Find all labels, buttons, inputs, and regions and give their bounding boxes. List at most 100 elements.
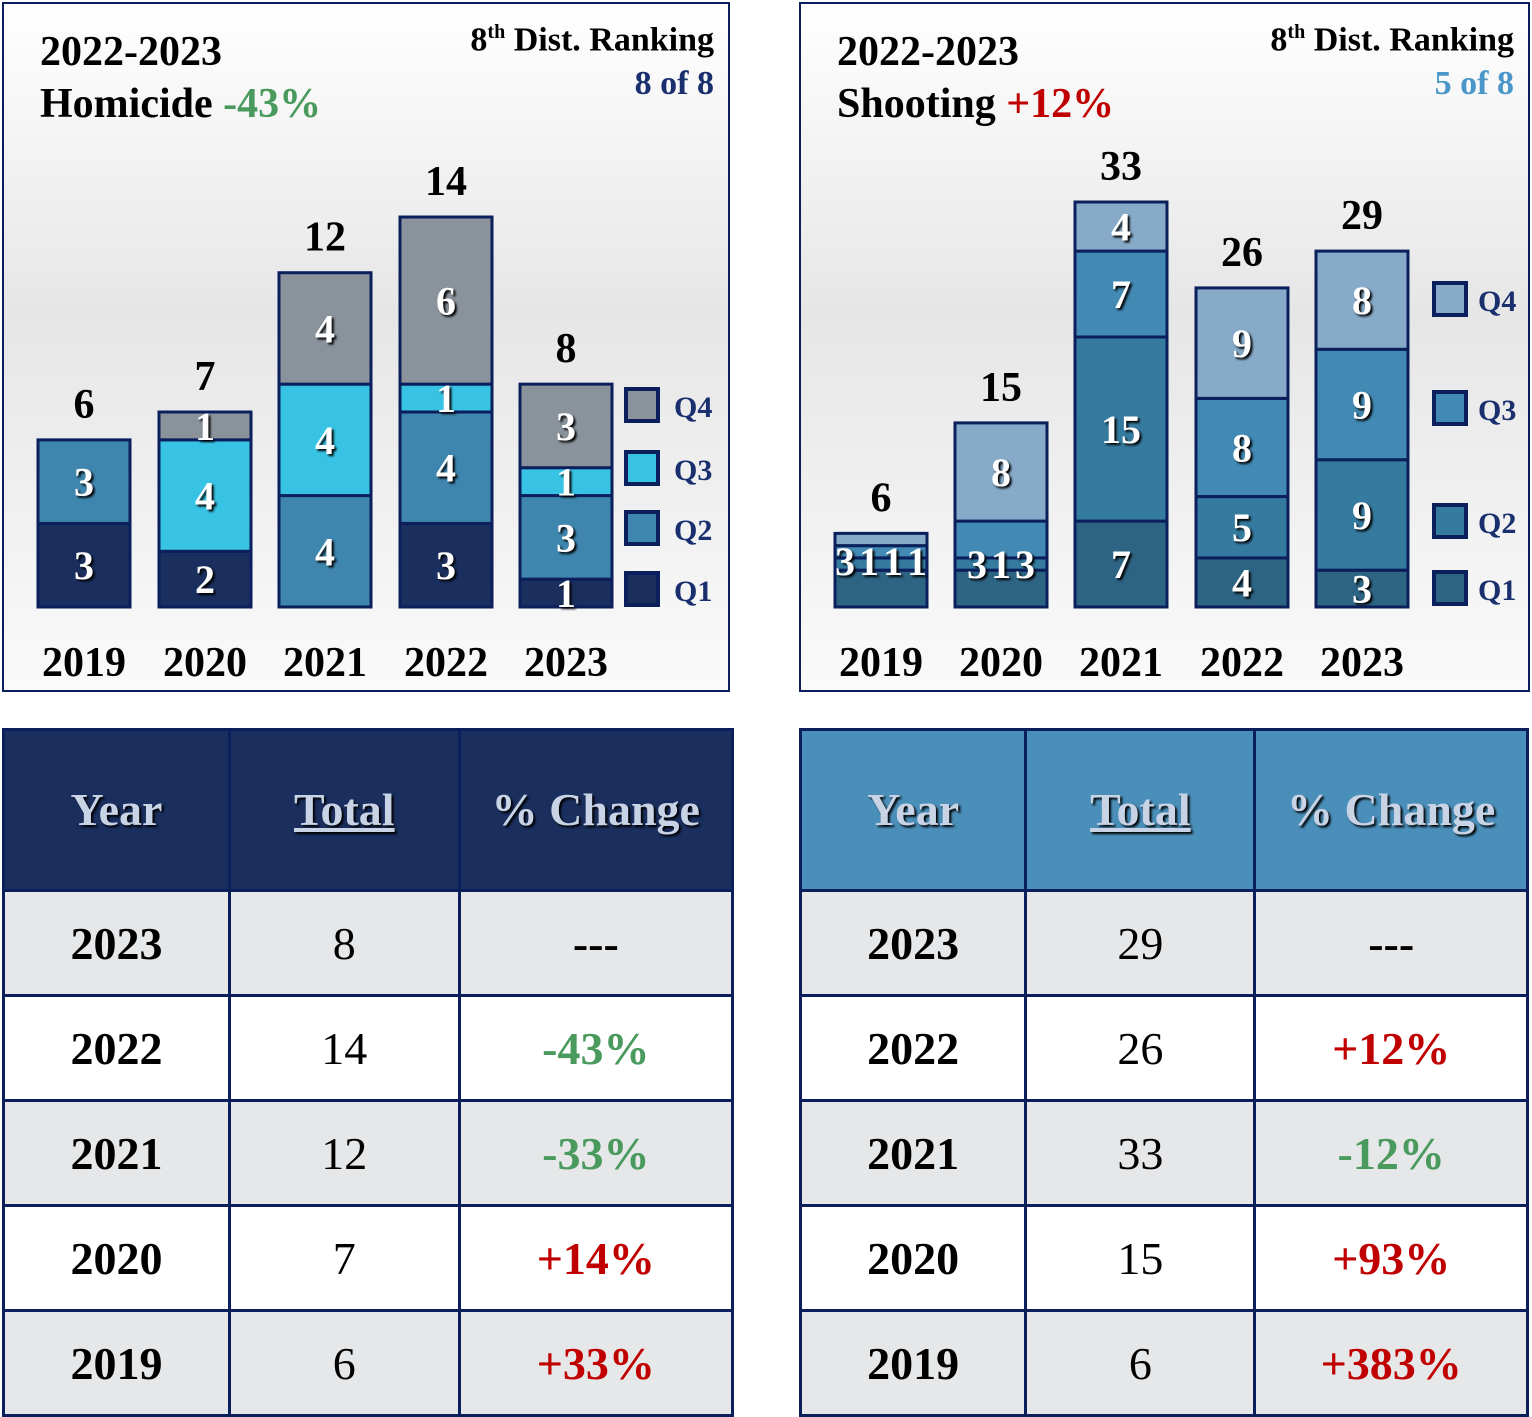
segment-label: 2 xyxy=(195,557,215,602)
table-row: 2020 15 +93% xyxy=(798,1204,1529,1312)
x-tick-label: 2022 xyxy=(404,640,488,686)
x-tick-label: 2021 xyxy=(283,640,367,686)
x-tick-label: 2023 xyxy=(1320,640,1404,686)
segment-label: 3 xyxy=(556,515,576,560)
bar-segment-q1-2019 xyxy=(833,568,929,609)
segment-label: 7 xyxy=(1111,542,1131,587)
table-row: 2023 29 --- xyxy=(798,889,1529,997)
bar-total-label: 6 xyxy=(74,382,95,428)
column-header: Total xyxy=(227,728,461,892)
bar-segment-q3-2022 xyxy=(1194,396,1290,499)
legend-label: Q1 xyxy=(674,575,712,608)
bar-segment-q4-2021 xyxy=(1073,200,1169,253)
segment-label: 4 xyxy=(195,474,215,519)
total-cell: 33 xyxy=(1024,1099,1257,1207)
bar-segment-q4-2023 xyxy=(518,382,614,470)
table-row: 2019 6 +383% xyxy=(798,1309,1529,1417)
total-cell: 29 xyxy=(1024,889,1257,997)
year-cell: 2023 xyxy=(798,889,1028,997)
segment-label: 3 xyxy=(74,543,94,588)
bar-segment-q3-2021 xyxy=(1073,249,1169,339)
segment-label: 5 xyxy=(1232,505,1252,550)
bar-segment-q4-2019 xyxy=(833,531,929,548)
x-tick-label: 2019 xyxy=(42,640,126,686)
bar-segment-q4-2023 xyxy=(1314,249,1410,351)
year-cell: 2020 xyxy=(2,1204,231,1312)
legend-label: Q2 xyxy=(674,514,712,547)
legend-swatch-q1 xyxy=(1432,570,1468,606)
column-header: % Change xyxy=(1253,728,1529,892)
bar-segment-q1-2022 xyxy=(1194,556,1290,609)
segment-label: 8 xyxy=(991,450,1011,495)
segment-label: 4 xyxy=(315,418,335,463)
legend-swatch-q1 xyxy=(624,571,660,607)
change-cell: +383% xyxy=(1253,1309,1529,1417)
segment-label: 1 xyxy=(907,539,927,584)
bar-segment-q1-2020 xyxy=(157,549,253,609)
bar-segment-q2-2021 xyxy=(277,494,373,609)
change-cell: -43% xyxy=(457,994,735,1102)
column-header: % Change xyxy=(457,728,735,892)
change-cell: -33% xyxy=(457,1099,735,1207)
segment-label: 3 xyxy=(1352,567,1372,612)
legend-swatch-q3 xyxy=(1432,390,1468,426)
bar-total-label: 8 xyxy=(556,326,577,372)
bar-segment-q4-2022 xyxy=(1194,286,1290,400)
bar-total-label: 6 xyxy=(871,475,892,521)
year-cell: 2021 xyxy=(798,1099,1028,1207)
change-cell: +33% xyxy=(457,1309,735,1417)
bar-segment-q2-2021 xyxy=(1073,335,1169,523)
change-cell: +12% xyxy=(1253,994,1529,1102)
legend-swatch-q2 xyxy=(1432,503,1468,539)
legend-swatch-q2 xyxy=(624,510,660,546)
table-header-row: Year Total% Change xyxy=(798,728,1529,892)
table-row: 2022 14 -43% xyxy=(2,994,735,1102)
segment-label: 6 xyxy=(436,279,456,324)
total-cell: 7 xyxy=(227,1204,461,1312)
shooting-table: Year Total% Change 2023 29 --- 2022 26 +12% 2021… xyxy=(798,728,1529,1417)
x-tick-label: 2023 xyxy=(524,640,608,686)
bar-segment-q4-2022 xyxy=(398,215,494,386)
chart-title: 2022-2023 Shooting +12% xyxy=(837,29,1115,127)
total-cell: 12 xyxy=(227,1099,461,1207)
bar-segment-q1-2019 xyxy=(36,521,132,609)
year-cell: 2022 xyxy=(2,994,231,1102)
legend-label: Q3 xyxy=(1478,394,1516,427)
table-row: 2023 8 --- xyxy=(2,889,735,997)
bar-segment-q1-2023 xyxy=(518,577,614,609)
segment-label: 3 xyxy=(835,539,855,584)
table-row: 2021 33 -12% xyxy=(798,1099,1529,1207)
bar-total-label: 15 xyxy=(980,365,1022,411)
homicide-table: Year Total% Change 2023 8 --- 2022 14 -43% 2021 1… xyxy=(2,728,735,1417)
segment-label: 4 xyxy=(1111,205,1131,250)
year-cell: 2019 xyxy=(2,1309,231,1417)
x-tick-label: 2022 xyxy=(1200,640,1284,686)
total-cell: 14 xyxy=(227,994,461,1102)
segment-label: 1 xyxy=(436,376,456,421)
change-cell: --- xyxy=(1253,889,1529,997)
year-cell: 2020 xyxy=(798,1204,1028,1312)
bar-segment-q3-2021 xyxy=(277,382,373,498)
segment-label: 4 xyxy=(315,306,335,351)
bar-total-label: 14 xyxy=(425,159,467,205)
change-cell: +93% xyxy=(1253,1204,1529,1312)
year-cell: 2022 xyxy=(798,994,1028,1102)
x-tick-label: 2020 xyxy=(959,640,1043,686)
bar-segment-q1-2021 xyxy=(1073,519,1169,609)
table-header-row: Year Total% Change xyxy=(2,728,735,892)
bar-segment-q3-2023 xyxy=(518,466,614,498)
segment-label: 3 xyxy=(1015,542,1035,587)
segment-label: 8 xyxy=(1352,278,1372,323)
column-header: Year xyxy=(2,728,231,892)
x-tick-label: 2019 xyxy=(839,640,923,686)
legend-label: Q2 xyxy=(1478,507,1516,540)
bar-total-label: 29 xyxy=(1341,193,1383,239)
x-tick-label: 2021 xyxy=(1079,640,1163,686)
total-cell: 15 xyxy=(1024,1204,1257,1312)
shooting-chart-panel: 3 1 1 1 6 2019 3 1 3 8 15 2020 7 15 7 4 33 2021 4 5 8 9 26 2022… xyxy=(799,2,1530,692)
year-cell: 2023 xyxy=(2,889,231,997)
segment-label: 1 xyxy=(991,542,1011,587)
homicide-chart: 3362019241720204441220213416142022131382… xyxy=(36,159,712,686)
legend-label: Q4 xyxy=(1478,285,1516,318)
